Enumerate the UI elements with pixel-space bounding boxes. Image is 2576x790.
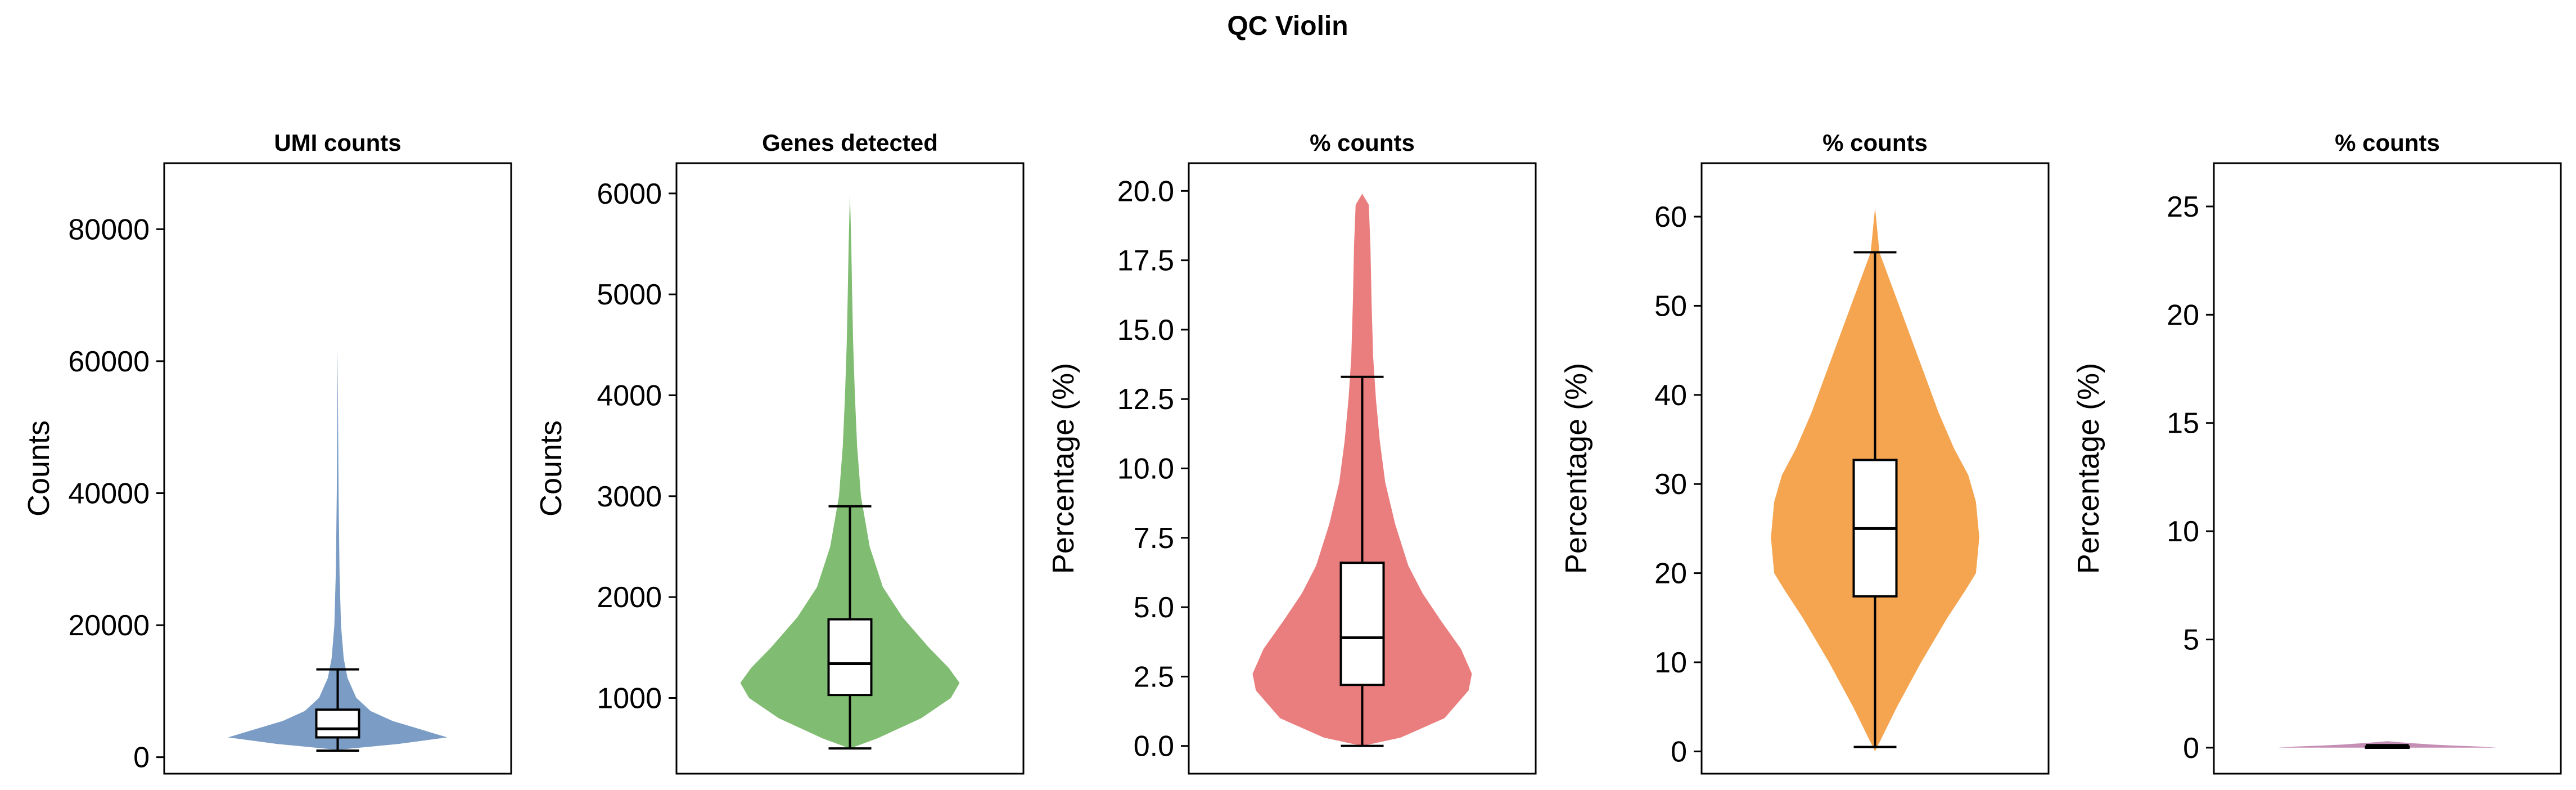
y-tick-label: 30: [1654, 468, 1687, 501]
y-tick-label: 0.0: [1134, 730, 1174, 763]
y-tick-label: 12.5: [1117, 383, 1174, 416]
y-axis-label: Counts: [22, 420, 56, 517]
axes-frame: [2213, 162, 2562, 775]
violin-panels: UMI countsCounts020000400006000080000Gen…: [22, 129, 2562, 775]
y-tick-label: 7.5: [1134, 522, 1174, 555]
y-tick-label: 15.0: [1117, 314, 1174, 347]
y-tick-label: 20000: [68, 609, 150, 642]
violin-panel: % counts Percentage (%) 0 10 20 30 40 50 60: [1559, 129, 2050, 775]
y-axis-label: Percentage (%): [1046, 363, 1080, 574]
y-tick-label: 2.5: [1134, 661, 1174, 693]
panel-title: % counts: [1310, 129, 1415, 156]
y-tick-label: 17.5: [1117, 245, 1174, 277]
y-tick-label: 10: [1654, 647, 1687, 679]
y-tick-label: 25: [2167, 191, 2199, 223]
y-tick-label: 20: [2167, 299, 2199, 331]
y-tick-label: 5: [2183, 623, 2199, 656]
iqr-box: [1339, 562, 1385, 686]
panel-title: UMI counts: [274, 129, 401, 156]
y-tick-label: 5000: [597, 279, 662, 311]
y-tick-label: 20.0: [1117, 175, 1174, 208]
y-tick-label: 40000: [68, 477, 150, 510]
violin-panel: Genes detected Counts 1000 2000 3000 4000 5000…: [534, 129, 1025, 775]
y-tick-label: 0: [133, 742, 150, 774]
y-tick-label: 0: [1671, 735, 1687, 768]
iqr-box: [315, 708, 360, 739]
y-axis-label: Percentage (%): [1559, 363, 1593, 574]
y-tick-label: 1000: [597, 682, 662, 715]
violin-body: [740, 193, 960, 749]
y-tick-label: 40: [1654, 379, 1687, 412]
figure-title: QC Violin: [1227, 11, 1348, 41]
y-tick-label: 5.0: [1134, 591, 1174, 624]
y-tick-label: 50: [1654, 290, 1687, 322]
iqr-box: [827, 618, 873, 697]
y-tick-label: 20: [1654, 558, 1687, 590]
axes-frame: [163, 162, 512, 775]
y-tick-label: 15: [2167, 407, 2199, 440]
axes-frame: [675, 162, 1025, 775]
violin-panel: % counts Percentage (%) 0.0 2.5 5.0 7.5 10.0 12…: [1046, 129, 1537, 775]
y-tick-label: 60: [1654, 201, 1687, 234]
panel-title: % counts: [2335, 129, 2440, 156]
y-tick-label: 6000: [597, 178, 662, 210]
y-tick-label: 0: [2183, 732, 2199, 765]
y-axis-label: Percentage (%): [2072, 363, 2105, 574]
y-tick-label: 60000: [68, 345, 150, 378]
y-tick-label: 4000: [597, 379, 662, 412]
y-axis-label: Counts: [534, 420, 568, 517]
y-tick-label: 10: [2167, 515, 2199, 548]
panel-title: Genes detected: [762, 129, 938, 156]
y-tick-label: 80000: [68, 213, 150, 246]
violin-body: [228, 348, 448, 749]
violin-panel: % counts Percentage (%) 0 5 10 15 20 25: [2072, 129, 2562, 775]
violin-panel: UMI counts Counts 0 20000 40000 60000 80000: [22, 129, 512, 775]
y-tick-label: 2000: [597, 581, 662, 614]
y-tick-label: 3000: [597, 481, 662, 513]
panel-title: % counts: [1822, 129, 1928, 156]
y-tick-label: 10.0: [1117, 453, 1174, 486]
axes-frame: [1700, 162, 2050, 775]
